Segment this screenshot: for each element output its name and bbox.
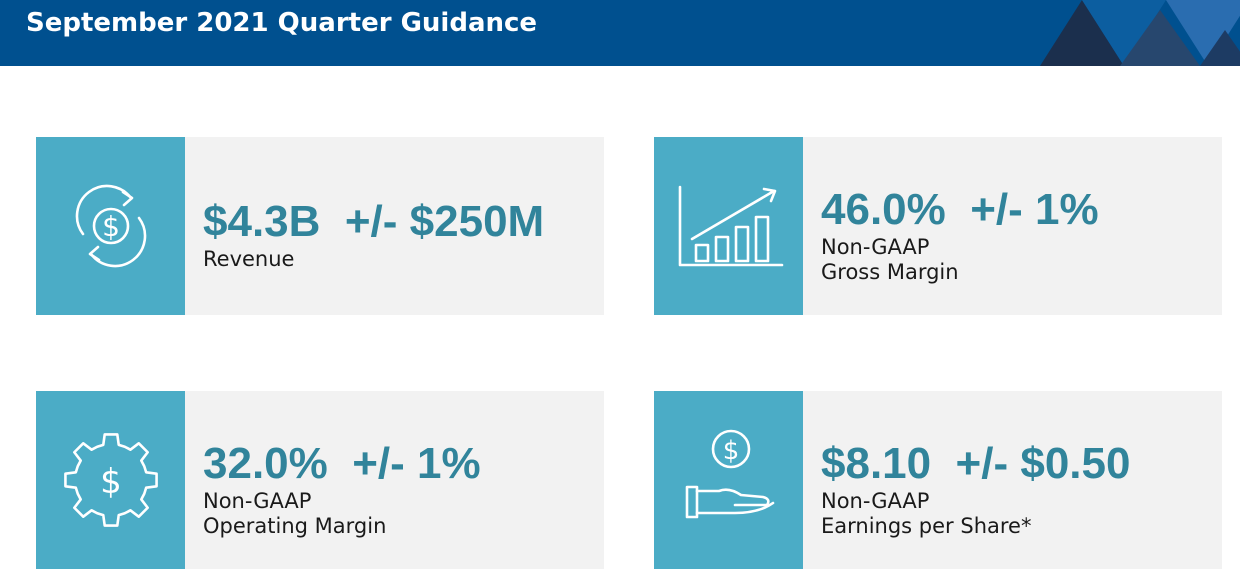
eps-label-line2: Earnings per Share* xyxy=(821,514,1032,538)
revenue-figure: $4.3B +/- $250M xyxy=(203,197,545,246)
triangle-pattern-icon xyxy=(1040,0,1240,66)
bar-chart-growth-icon xyxy=(678,185,783,267)
icon-tile: $ xyxy=(654,391,803,569)
gross-margin-label-line1: Non-GAAP xyxy=(821,235,930,259)
eps-card: $ $8.10 +/- $0.50 Non-GAAP Earnings per … xyxy=(654,391,1222,569)
operating-margin-label-line2: Operating Margin xyxy=(203,514,387,538)
gross-margin-card: 46.0% +/- 1% Non-GAAP Gross Margin xyxy=(654,137,1222,315)
gross-margin-figure: 46.0% +/- 1% xyxy=(821,185,1099,234)
operating-margin-figure: 32.0% +/- 1% xyxy=(203,439,481,488)
gross-margin-label-line2: Gross Margin xyxy=(821,260,959,284)
svg-text:$: $ xyxy=(722,436,739,466)
icon-tile: $ xyxy=(36,391,185,569)
svg-text:$: $ xyxy=(102,210,120,243)
page-title: September 2021 Quarter Guidance xyxy=(26,8,538,38)
icon-tile: $ xyxy=(36,137,185,315)
eps-label-line1: Non-GAAP xyxy=(821,489,930,513)
operating-margin-card: $ 32.0% +/- 1% Non-GAAP Operating Margin xyxy=(36,391,604,569)
icon-tile xyxy=(654,137,803,315)
revenue-label: Revenue xyxy=(203,247,295,271)
operating-margin-label-line1: Non-GAAP xyxy=(203,489,312,513)
svg-text:$: $ xyxy=(100,462,122,502)
dollar-cycle-icon: $ xyxy=(75,184,146,268)
dollar-gear-icon: $ xyxy=(63,433,158,527)
header-bar: September 2021 Quarter Guidance xyxy=(0,0,1240,66)
eps-figure: $8.10 +/- $0.50 xyxy=(821,439,1131,488)
revenue-card: $ $4.3B +/- $250M Revenue xyxy=(36,137,604,315)
hand-dollar-icon: $ xyxy=(685,429,774,519)
